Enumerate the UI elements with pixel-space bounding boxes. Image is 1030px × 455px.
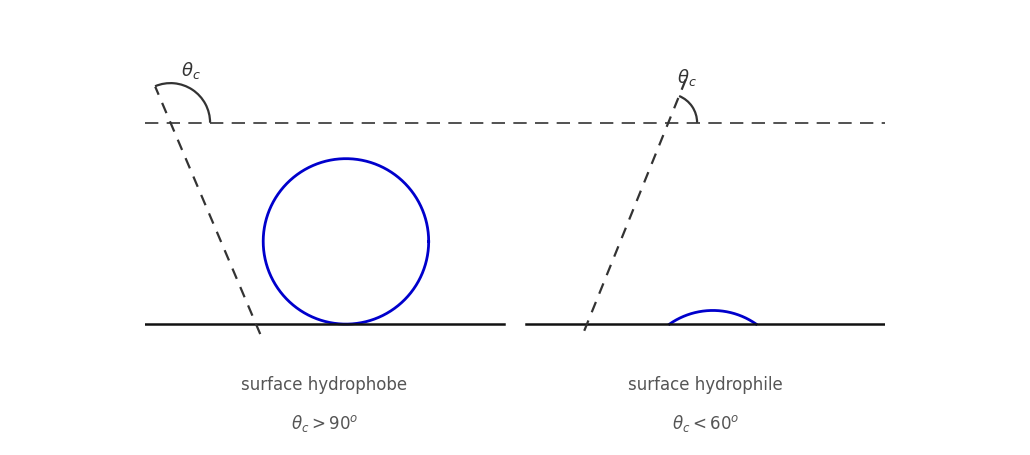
Text: $\theta_c$: $\theta_c$ [677, 66, 696, 87]
Text: surface hydrophile: surface hydrophile [628, 375, 783, 393]
Text: $\theta_c < 60^o$: $\theta_c < 60^o$ [672, 413, 740, 434]
Text: $\theta_c > 90^o$: $\theta_c > 90^o$ [290, 413, 358, 434]
Text: $\theta_c$: $\theta_c$ [181, 60, 201, 81]
Text: surface hydrophobe: surface hydrophobe [241, 375, 408, 393]
